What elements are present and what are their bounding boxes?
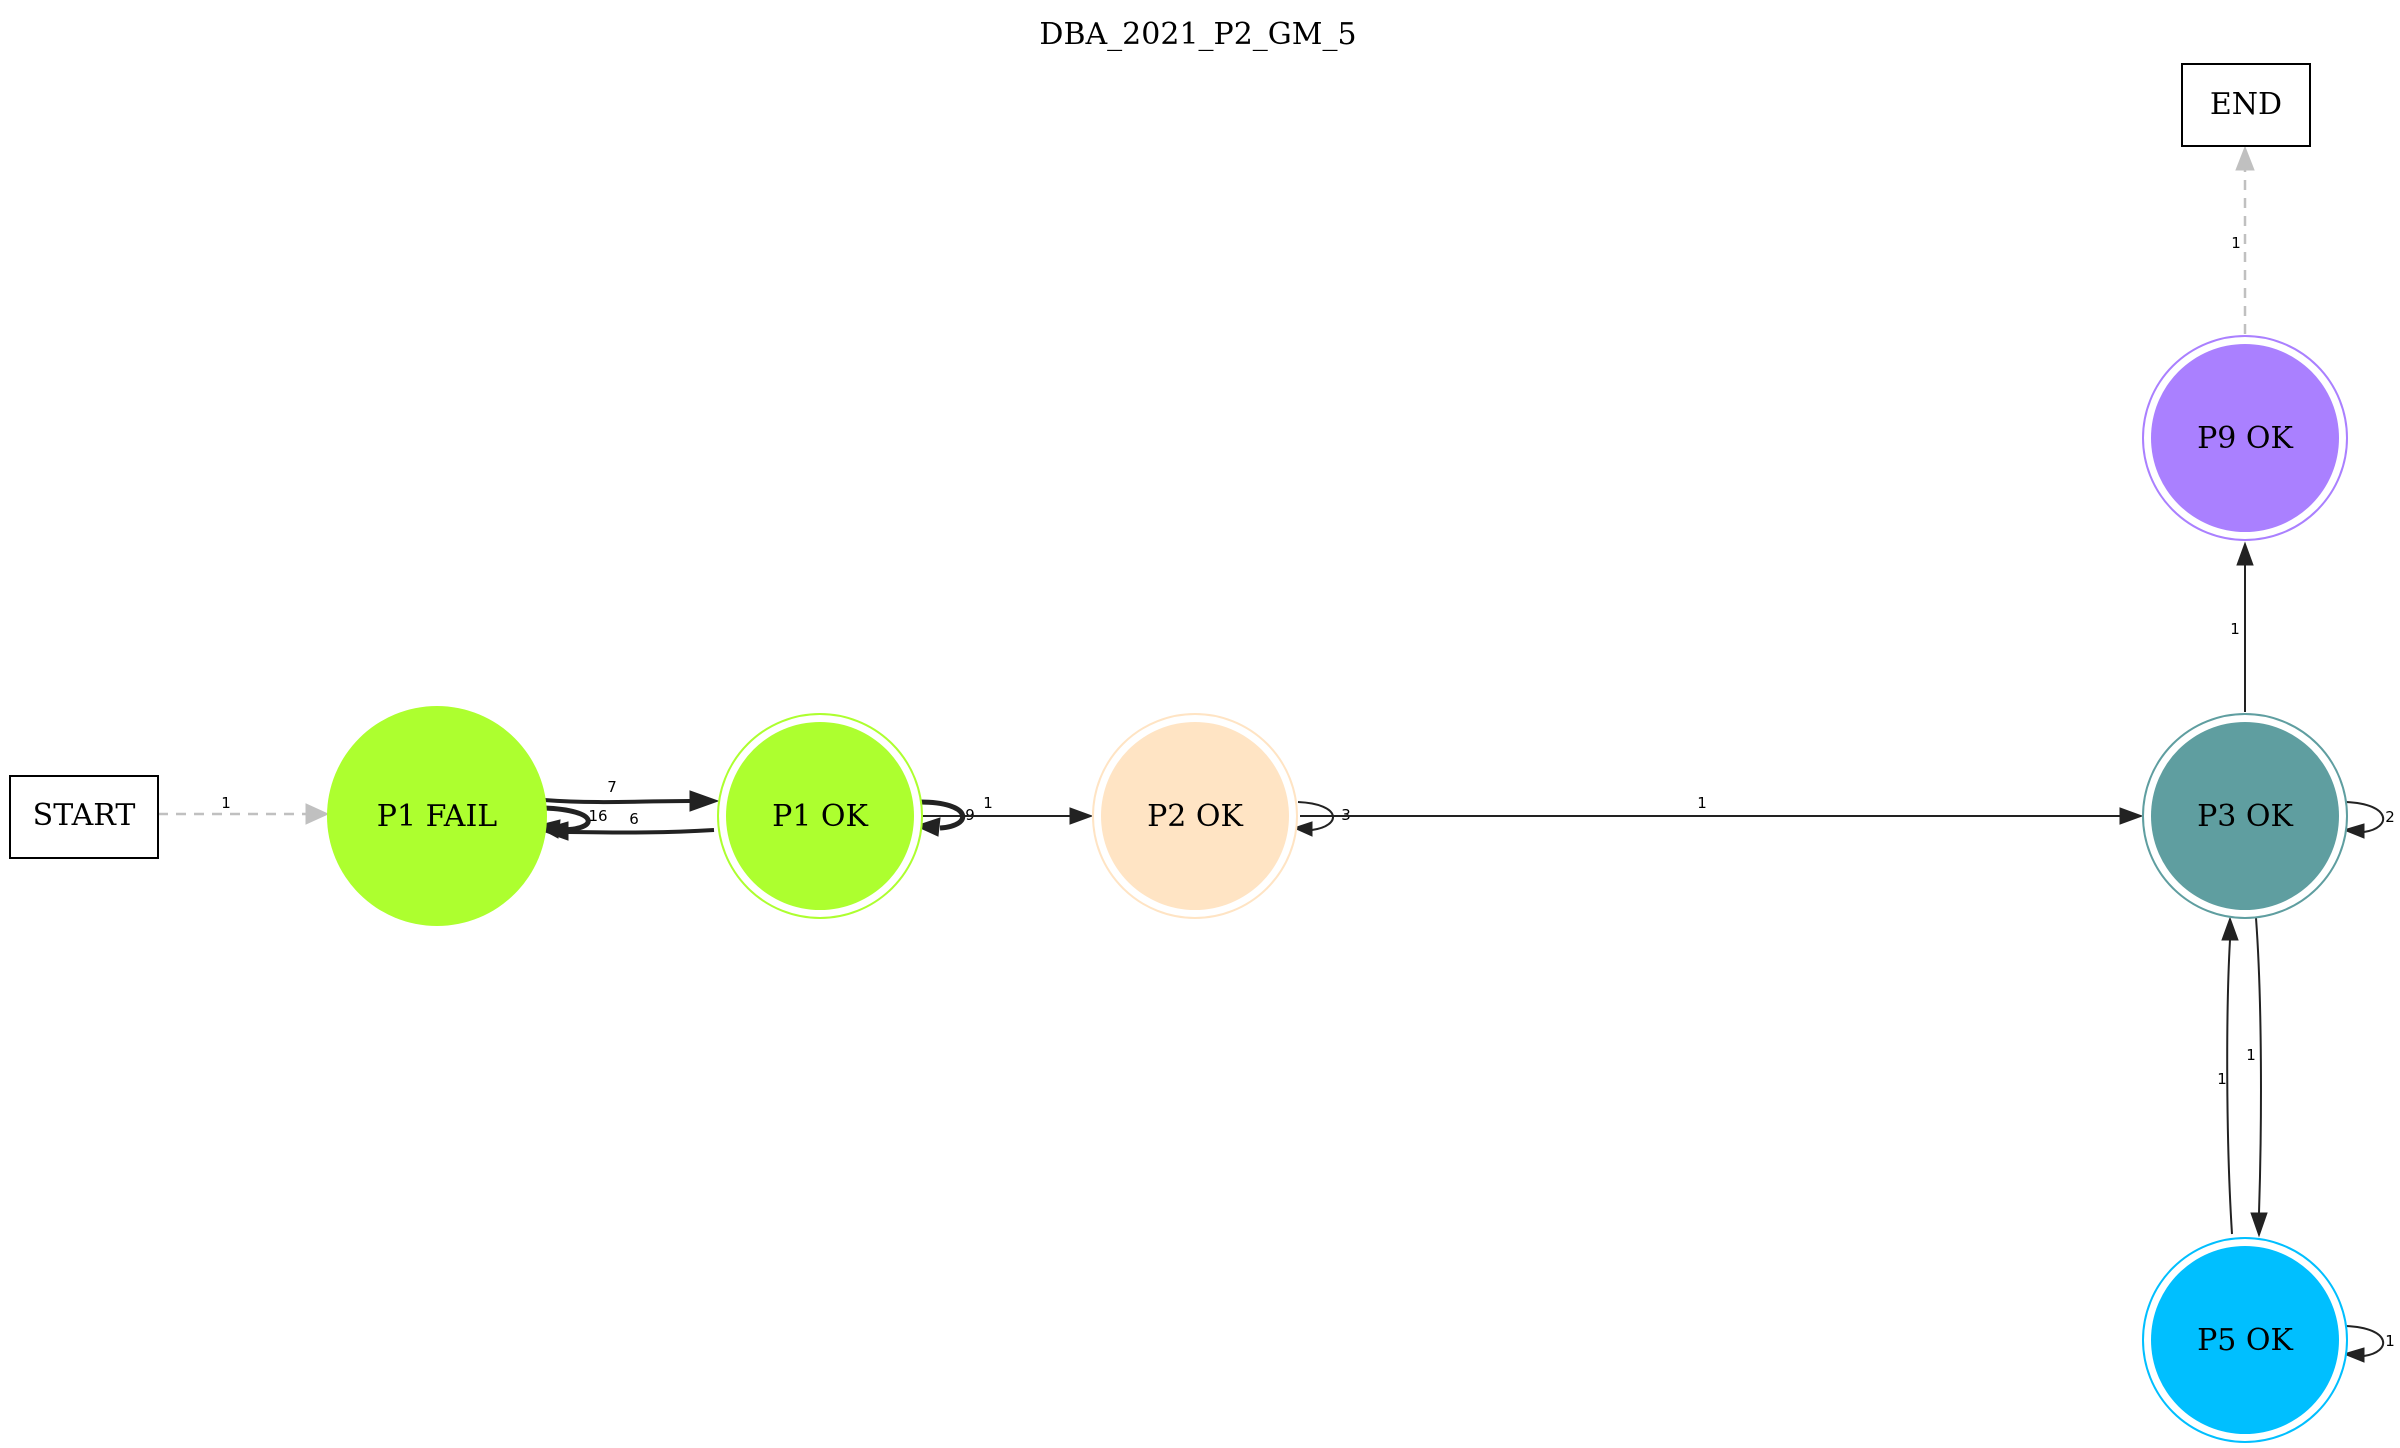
edge-p1-ok-self-loop	[914, 799, 966, 837]
p1-ok-node-label: P1 OK	[772, 799, 868, 834]
edge-label-p5-ok-to-p3-ok: 1	[2217, 1070, 2227, 1088]
edge-label-p9-ok-to-end: 1	[2231, 234, 2241, 252]
p1-ok-node: P1 OK	[717, 713, 923, 919]
edge-label-p1-ok-to-p2-ok: 1	[983, 794, 993, 812]
edge-p9-ok-to-end	[2235, 145, 2255, 334]
p3-ok-node-label: P3 OK	[2197, 799, 2293, 834]
edge-p5-ok-to-p3-ok	[2221, 916, 2239, 1235]
p3-ok-node: P3 OK	[2142, 713, 2348, 919]
edge-label-start-to-p1-fail: 1	[221, 794, 231, 812]
edge-label-p2-ok-to-p3-ok: 1	[1697, 794, 1707, 812]
edge-label-p5-ok-self-loop: 1	[2385, 1332, 2395, 1350]
edge-p1-ok-to-p2-ok	[922, 807, 1094, 825]
p9-ok-node: P9 OK	[2142, 335, 2348, 541]
p2-ok-node: P2 OK	[1092, 713, 1298, 919]
edge-p3-ok-self-loop	[2342, 801, 2385, 839]
edge-label-p3-ok-to-p9-ok: 1	[2230, 620, 2240, 638]
edge-label-p1-fail-self-loop: 16	[588, 807, 607, 825]
diagram-title: DBA_2021_P2_GM_5	[1039, 17, 1356, 52]
edge-label-p1-fail-to-p1-ok: 7	[607, 778, 617, 796]
p2-ok-node-label: P2 OK	[1147, 799, 1243, 834]
p1-fail-node-label: P1 FAIL	[377, 799, 498, 834]
end-node: END	[2181, 63, 2311, 147]
edge-start-to-p1-fail	[158, 803, 330, 825]
start-node-label: START	[33, 798, 136, 833]
edge-p2-ok-self-loop	[1292, 801, 1334, 837]
start-node: START	[9, 775, 159, 859]
p5-ok-node-label: P5 OK	[2197, 1323, 2293, 1358]
end-node-label: END	[2210, 87, 2282, 122]
p1-fail-node: P1 FAIL	[327, 706, 547, 926]
p9-ok-node-label: P9 OK	[2197, 421, 2293, 456]
edge-p3-ok-to-p9-ok	[2236, 541, 2254, 712]
edge-label-p3-ok-to-p5-ok: 1	[2246, 1046, 2256, 1064]
edge-p1-fail-to-p1-ok	[543, 790, 720, 812]
edge-p3-ok-to-p5-ok	[2250, 917, 2268, 1238]
edge-p2-ok-to-p3-ok	[1300, 807, 2144, 825]
edge-label-p1-ok-to-p1-fail: 6	[629, 810, 639, 828]
p5-ok-node: P5 OK	[2142, 1237, 2348, 1443]
edge-label-p3-ok-self-loop: 2	[2385, 808, 2395, 826]
edge-p5-ok-self-loop	[2342, 1325, 2385, 1363]
